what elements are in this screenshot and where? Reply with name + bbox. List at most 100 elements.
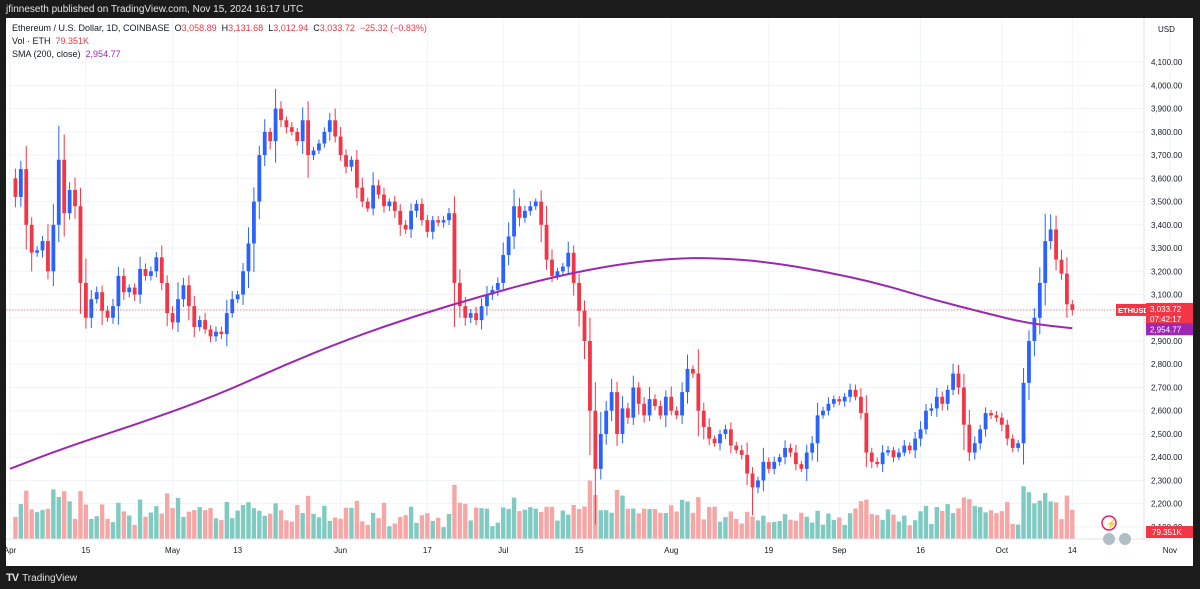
currency-label: USD <box>1158 25 1175 34</box>
volume-bar <box>701 519 706 539</box>
x-tick-label: Aug <box>664 546 678 555</box>
candle-body <box>550 259 554 276</box>
y-tick-label: 3,800.00 <box>1151 128 1183 137</box>
y-tick-label: 2,200.00 <box>1151 500 1183 509</box>
candle-body <box>121 275 126 293</box>
volume-bar <box>690 512 696 539</box>
volume-bar <box>809 522 815 539</box>
candle-body <box>577 282 581 311</box>
price-chart[interactable]: 2,100.002,200.002,300.002,400.002,500.00… <box>6 18 1193 566</box>
candle-body <box>333 120 338 137</box>
volume-bar <box>804 516 809 539</box>
candle-body <box>983 413 988 430</box>
x-tick-label: 13 <box>233 546 242 555</box>
volume-bar <box>300 512 305 539</box>
volume-bar <box>360 521 365 539</box>
volume-bar <box>842 524 847 539</box>
volume-bar <box>663 513 669 539</box>
volume-bar <box>213 518 219 539</box>
volume-bar <box>934 506 940 539</box>
candle-body <box>810 443 815 453</box>
legend-sma-label: SMA (200, close) <box>12 49 81 59</box>
legend-high: 3,131.68 <box>228 23 264 33</box>
candle-body <box>582 310 587 342</box>
candle-body <box>750 473 755 488</box>
candle-body <box>593 410 598 469</box>
candle-body <box>777 457 782 462</box>
candle-body <box>831 399 836 404</box>
volume-bar <box>647 509 652 539</box>
volume-bar <box>370 512 376 539</box>
candle-body <box>1027 341 1031 383</box>
tradingview-logo-icon: TV <box>6 572 19 584</box>
candle-body <box>642 403 647 416</box>
volume-bars <box>13 480 1075 539</box>
x-tick-label: Apr <box>6 546 17 555</box>
candle-body <box>598 433 603 469</box>
candle-body <box>311 150 316 156</box>
volume-bar <box>278 510 284 539</box>
candle-body <box>848 389 852 397</box>
volume-bar <box>544 506 549 539</box>
x-tick-label: Jul <box>498 546 508 555</box>
candle-body <box>116 275 121 307</box>
candle-body <box>555 271 560 276</box>
candle-body <box>474 313 479 321</box>
volume-bar <box>463 503 468 539</box>
volume-bar <box>549 506 555 539</box>
candle-body <box>468 313 473 318</box>
volume-bar <box>170 508 175 539</box>
volume-bar <box>815 510 820 539</box>
candle-body <box>62 159 67 214</box>
volume-bar <box>723 517 728 539</box>
candle-body <box>230 299 235 314</box>
volume-bar <box>202 510 208 539</box>
candle-body <box>999 417 1004 425</box>
legend-symbol: Ethereum / U.S. Dollar, 1D, COINBASE <box>12 23 170 33</box>
candle-body <box>1037 282 1042 318</box>
volume-bar <box>289 521 295 539</box>
candle-body <box>246 243 251 272</box>
candle-body <box>804 452 809 469</box>
volume-bar <box>696 497 701 539</box>
chart-panel[interactable]: 2,100.002,200.002,300.002,400.002,500.00… <box>6 18 1193 566</box>
volume-bar <box>267 513 273 539</box>
candle-body <box>289 127 294 132</box>
candle-body <box>783 447 787 458</box>
volume-bar <box>246 502 251 539</box>
volume-bar <box>208 507 213 539</box>
candle-body <box>723 429 728 434</box>
volume-bar <box>365 524 370 539</box>
candle-body <box>1032 317 1037 342</box>
chart-legend: Ethereum / U.S. Dollar, 1D, COINBASE O3,… <box>12 22 427 61</box>
volume-bar <box>777 520 782 539</box>
volume-bar <box>343 507 349 539</box>
candle-body <box>869 452 874 462</box>
candle-body <box>46 241 50 272</box>
volume-bar <box>408 506 414 539</box>
candle-body <box>154 257 159 272</box>
y-tick-label: 3,400.00 <box>1151 221 1183 230</box>
candle-body <box>523 210 527 218</box>
volume-bar <box>912 520 918 539</box>
volume-bar <box>441 527 446 539</box>
event-markers: ⚡ <box>1101 515 1131 545</box>
volume-bar <box>983 512 988 539</box>
candle-body <box>756 480 760 488</box>
volume-bar <box>533 508 538 539</box>
volume-bar <box>446 513 452 539</box>
candle-body <box>409 210 413 230</box>
x-tick-label: Oct <box>996 546 1009 555</box>
candle-body <box>924 410 928 430</box>
candle-body <box>1021 382 1026 444</box>
candle-body <box>560 266 565 272</box>
candle-body <box>208 329 213 337</box>
volume-bar <box>316 517 322 539</box>
candle-body <box>35 250 39 253</box>
footer: TV TradingView <box>6 570 77 586</box>
volume-bar <box>994 513 999 539</box>
candle-body <box>956 373 961 388</box>
candle-body <box>1010 438 1015 448</box>
volume-bar <box>479 508 484 539</box>
